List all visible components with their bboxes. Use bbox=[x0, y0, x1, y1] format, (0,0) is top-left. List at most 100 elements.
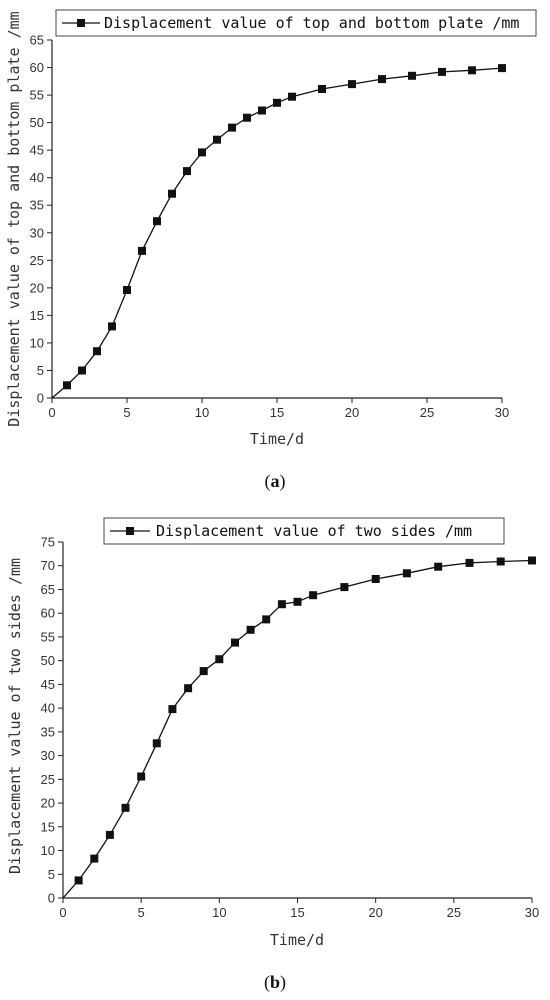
y-tick-label: 40 bbox=[30, 170, 44, 185]
data-point bbox=[309, 591, 318, 600]
y-axis-title: Displacement value of top and bottom pla… bbox=[5, 11, 23, 426]
data-point bbox=[288, 92, 296, 101]
x-tick-label: 20 bbox=[345, 405, 359, 420]
data-point bbox=[277, 600, 286, 609]
data-point bbox=[78, 366, 86, 375]
y-tick-label: 65 bbox=[30, 33, 44, 48]
data-point bbox=[468, 66, 476, 75]
legend-marker bbox=[126, 527, 134, 535]
data-point bbox=[243, 113, 251, 122]
data-point bbox=[121, 803, 130, 812]
caption-b: (b) bbox=[264, 972, 286, 993]
legend: Displacement value of two sides /mm bbox=[103, 517, 505, 545]
x-axis-title: Time/d bbox=[270, 931, 324, 949]
data-point bbox=[438, 67, 446, 76]
ticks: 0 5 10 15 20 25 30 0 5 10 15 20 25 30 35 40 45 50 55 60 65 70… bbox=[41, 535, 540, 921]
data-point bbox=[496, 557, 505, 566]
data-point bbox=[262, 615, 271, 624]
data-point bbox=[434, 562, 443, 571]
data-point bbox=[199, 667, 208, 676]
y-tick-label: 25 bbox=[41, 772, 55, 787]
data-point bbox=[184, 684, 193, 693]
y-tick-label: 10 bbox=[41, 843, 55, 858]
y-tick-label: 35 bbox=[30, 198, 44, 213]
y-tick-label: 0 bbox=[48, 891, 55, 906]
data-point bbox=[153, 217, 161, 226]
data-point bbox=[213, 135, 221, 144]
data-point bbox=[318, 85, 326, 93]
data-point bbox=[183, 167, 191, 176]
y-tick-label: 25 bbox=[30, 253, 44, 268]
x-tick-label: 20 bbox=[368, 905, 382, 920]
data-point bbox=[63, 381, 71, 390]
data-point bbox=[90, 854, 99, 863]
y-tick-label: 70 bbox=[41, 558, 55, 573]
caption-a: (a) bbox=[265, 471, 286, 492]
series-group bbox=[62, 556, 536, 899]
legend-box bbox=[55, 9, 537, 37]
caption-letter-a: a bbox=[271, 471, 280, 491]
x-tick-label: 10 bbox=[212, 905, 226, 920]
data-point bbox=[378, 75, 386, 84]
y-tick-label: 30 bbox=[41, 748, 55, 763]
x-tick-label: 0 bbox=[48, 405, 55, 420]
data-point bbox=[348, 80, 356, 89]
series-line bbox=[62, 559, 533, 899]
y-tick-label: 65 bbox=[41, 582, 55, 597]
y-axis-title: Displacement value of two sides /mm bbox=[6, 558, 24, 874]
data-point bbox=[273, 98, 281, 107]
x-axis-title: Time/d bbox=[250, 430, 304, 448]
data-point bbox=[228, 123, 236, 132]
y-tick-label: 40 bbox=[41, 701, 55, 716]
data-point bbox=[152, 739, 161, 748]
y-tick-label: 45 bbox=[30, 143, 44, 158]
y-tick-label: 5 bbox=[48, 867, 55, 882]
data-point bbox=[371, 575, 380, 583]
series-group bbox=[51, 64, 506, 399]
chart-panel-a: 0 5 10 15 20 25 30 0 5 10 15 20 25 30 35 40 45 50 55 60 65 D… bbox=[5, 9, 537, 492]
data-point bbox=[215, 655, 224, 664]
data-point bbox=[198, 148, 206, 157]
data-point bbox=[528, 556, 536, 565]
data-point bbox=[498, 64, 506, 73]
data-point bbox=[231, 638, 239, 647]
legend-box bbox=[103, 517, 505, 545]
data-point bbox=[402, 569, 411, 578]
x-tick-label: 10 bbox=[195, 405, 209, 420]
chart-panel-b: 0 5 10 15 20 25 30 0 5 10 15 20 25 30 35 40 45 50 55 60 65 70… bbox=[6, 517, 540, 993]
x-tick-label: 30 bbox=[495, 405, 509, 420]
y-tick-label: 0 bbox=[37, 391, 44, 406]
y-tick-label: 10 bbox=[30, 335, 44, 350]
data-point bbox=[293, 597, 302, 606]
data-point bbox=[137, 772, 146, 781]
data-point bbox=[123, 286, 131, 294]
data-point bbox=[465, 558, 474, 567]
data-point bbox=[108, 322, 116, 331]
y-tick-label: 55 bbox=[30, 88, 44, 103]
y-tick-label: 20 bbox=[41, 796, 55, 811]
data-point bbox=[138, 246, 146, 255]
data-point bbox=[93, 347, 101, 356]
data-point bbox=[74, 876, 83, 885]
legend: Displacement value of top and bottom pla… bbox=[55, 9, 537, 37]
y-tick-label: 50 bbox=[30, 115, 44, 130]
x-tick-label: 5 bbox=[123, 405, 130, 420]
data-point bbox=[408, 71, 416, 80]
y-tick-label: 30 bbox=[30, 225, 44, 240]
y-tick-label: 75 bbox=[41, 535, 55, 550]
x-tick-label: 5 bbox=[138, 905, 145, 920]
data-point bbox=[246, 625, 255, 634]
y-tick-label: 55 bbox=[41, 629, 55, 644]
y-tick-label: 45 bbox=[41, 677, 55, 692]
x-tick-label: 30 bbox=[525, 905, 539, 920]
ticks: 0 5 10 15 20 25 30 0 5 10 15 20 25 30 35 40 45 50 55 60 65 bbox=[30, 33, 510, 421]
legend-label: Displacement value of two sides /mm bbox=[156, 522, 472, 540]
x-tick-label: 0 bbox=[59, 905, 66, 920]
y-tick-label: 20 bbox=[30, 280, 44, 295]
y-tick-label: 60 bbox=[41, 606, 55, 621]
y-tick-label: 15 bbox=[30, 308, 44, 323]
data-point bbox=[168, 705, 177, 714]
data-point bbox=[258, 106, 266, 115]
data-point bbox=[168, 189, 176, 198]
